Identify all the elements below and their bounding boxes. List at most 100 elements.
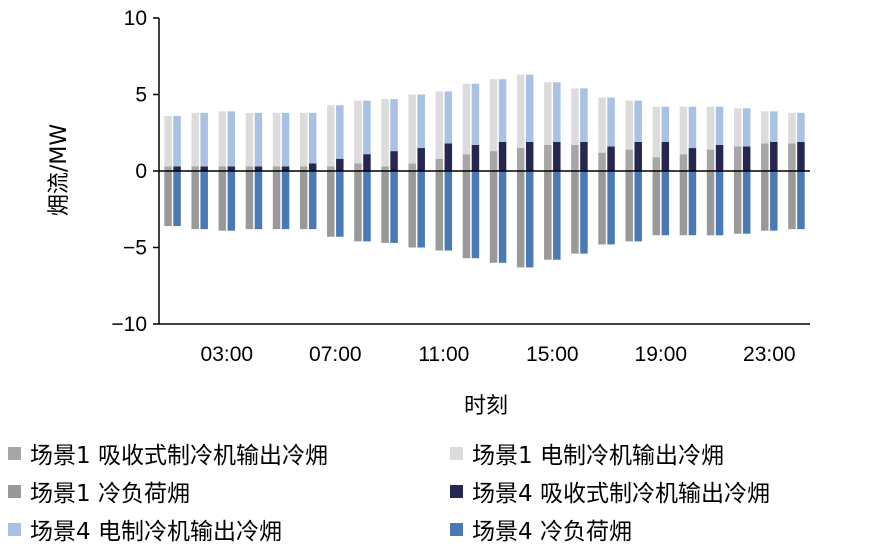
bar-segment bbox=[652, 171, 661, 236]
bar-segment bbox=[327, 105, 335, 167]
bar-segment bbox=[516, 171, 525, 268]
bar-segment bbox=[336, 105, 344, 159]
bar-segment bbox=[525, 171, 534, 268]
bar-segment bbox=[191, 112, 199, 167]
bar-segment bbox=[471, 83, 480, 145]
legend-item: 场景4 吸收式制冷机输出冷㶲 bbox=[450, 474, 770, 508]
y-ticks: 10 5 0 −5 −10 bbox=[111, 7, 159, 336]
bar-segment bbox=[227, 111, 236, 167]
bar-segment bbox=[797, 171, 805, 230]
legend-label: 场景4 冷负荷㶲 bbox=[472, 519, 632, 545]
bar-segment bbox=[607, 171, 615, 245]
bar-segment bbox=[462, 154, 471, 171]
bar-segment bbox=[525, 141, 534, 171]
legend-item: 场景1 吸收式制冷机输出冷㶲 bbox=[8, 436, 328, 470]
bar-segment bbox=[516, 148, 525, 171]
bar-segment bbox=[363, 154, 371, 171]
bar-segment bbox=[227, 171, 236, 231]
legend: 场景1 吸收式制冷机输出冷㶲 场景1 电制冷机输出冷㶲 场景1 冷负荷㶲 场景4 吸收… bbox=[0, 428, 879, 547]
bar-segment bbox=[598, 97, 606, 153]
bar-segment bbox=[281, 112, 290, 167]
legend-swatch bbox=[8, 484, 21, 498]
bar-segment bbox=[435, 158, 444, 171]
bar-segment bbox=[245, 171, 254, 230]
bar-segment bbox=[336, 171, 344, 237]
bar-segment bbox=[218, 166, 227, 171]
bar-segment bbox=[390, 171, 398, 243]
chart-plot: 10 5 0 −5 −10 03:00 07:00 11:00 15:00 19:00 23:00… bbox=[47, 7, 810, 419]
legend-item: 场景4 电制冷机输出冷㶲 bbox=[8, 512, 282, 546]
bar-segment bbox=[742, 146, 751, 171]
bar-segment bbox=[679, 106, 688, 155]
y-tick-label: −10 bbox=[111, 313, 147, 336]
x-tick-label: 19:00 bbox=[635, 343, 688, 366]
bar-segment bbox=[164, 171, 172, 227]
bar-segment bbox=[363, 100, 371, 155]
bar-segment bbox=[272, 166, 281, 171]
bar-segment bbox=[417, 94, 425, 149]
bar-segment bbox=[254, 166, 263, 171]
bar-segment bbox=[544, 171, 552, 260]
bar-segment bbox=[571, 144, 579, 171]
bar-segment bbox=[173, 171, 181, 227]
bar-segment bbox=[281, 166, 290, 171]
bar-segment bbox=[218, 111, 227, 167]
bar-segment bbox=[770, 171, 778, 231]
bar-segment bbox=[408, 94, 416, 164]
bar-segment bbox=[688, 148, 697, 171]
bar-segment bbox=[516, 74, 525, 149]
x-axis-title: 时刻 bbox=[464, 394, 508, 419]
bar-segment bbox=[788, 171, 796, 230]
bar-segment bbox=[408, 163, 416, 171]
bar-segment bbox=[625, 100, 633, 150]
bar-segment bbox=[553, 82, 561, 142]
bar-segment bbox=[598, 152, 606, 171]
legend-label: 场景1 冷负荷㶲 bbox=[30, 481, 190, 507]
x-tick-label: 07:00 bbox=[309, 343, 362, 366]
y-tick-label: 10 bbox=[124, 7, 147, 30]
y-axis-title: 㶲流/MW bbox=[47, 124, 72, 216]
bar-segment bbox=[733, 146, 742, 171]
bar-segment bbox=[553, 171, 561, 260]
bar-segment bbox=[200, 171, 208, 230]
x-tick-label: 03:00 bbox=[201, 343, 254, 366]
bar-segment bbox=[634, 100, 642, 142]
bar-segment bbox=[797, 112, 805, 142]
bar-segment bbox=[299, 112, 308, 167]
bar-segment bbox=[381, 171, 389, 243]
bar-segment bbox=[245, 112, 254, 167]
bar-segment bbox=[272, 112, 281, 167]
bar-segment bbox=[471, 144, 480, 171]
bar-segment bbox=[489, 79, 498, 152]
bar-segment bbox=[245, 166, 254, 171]
legend-label: 场景1 吸收式制冷机输出冷㶲 bbox=[30, 443, 328, 469]
bar-segment bbox=[733, 108, 742, 147]
bar-segment bbox=[544, 144, 552, 171]
bar-segment bbox=[327, 166, 335, 171]
bar-segment bbox=[173, 166, 181, 171]
bar-segment bbox=[607, 146, 615, 171]
legend-item: 场景1 冷负荷㶲 bbox=[8, 474, 190, 508]
bar-segment bbox=[652, 106, 661, 158]
bar-segment bbox=[598, 171, 606, 245]
bar-segment bbox=[580, 88, 588, 142]
bar-segment bbox=[525, 74, 534, 142]
bar-segment bbox=[354, 163, 362, 171]
legend-swatch bbox=[8, 446, 21, 460]
bar-segment bbox=[354, 171, 362, 242]
bar-segment bbox=[354, 100, 362, 164]
bar-segment bbox=[471, 171, 480, 259]
bar-segment bbox=[688, 171, 697, 236]
bar-segment bbox=[634, 141, 642, 171]
legend-item: 场景4 冷负荷㶲 bbox=[450, 512, 632, 546]
bar-segment bbox=[761, 143, 769, 171]
bar-segment bbox=[227, 166, 236, 171]
bar-segment bbox=[544, 82, 552, 145]
bar-segment bbox=[607, 97, 615, 147]
bars-layer bbox=[164, 74, 805, 268]
bar-segment bbox=[390, 151, 398, 171]
x-ticks: 03:00 07:00 11:00 15:00 19:00 23:00 bbox=[201, 343, 796, 366]
legend-swatch bbox=[8, 522, 21, 536]
bar-segment bbox=[435, 171, 444, 251]
bar-segment bbox=[308, 112, 317, 164]
